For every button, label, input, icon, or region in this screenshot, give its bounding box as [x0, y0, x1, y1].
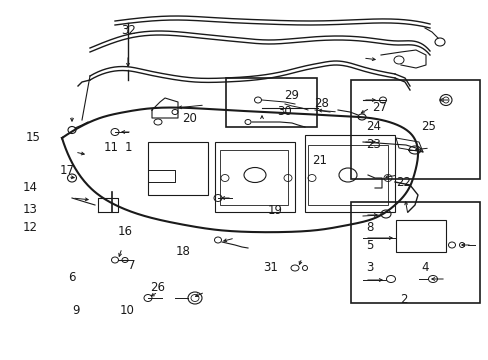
Text: 31: 31: [263, 261, 277, 274]
Text: 4: 4: [421, 261, 428, 274]
Text: 8: 8: [365, 221, 372, 234]
Text: 1: 1: [124, 141, 132, 154]
Text: 17: 17: [60, 164, 75, 177]
Text: 15: 15: [26, 131, 41, 144]
Text: 2: 2: [399, 293, 407, 306]
Text: 5: 5: [365, 239, 372, 252]
Text: 24: 24: [365, 120, 380, 133]
Text: 7: 7: [128, 259, 135, 272]
Text: 20: 20: [182, 112, 197, 125]
Text: 19: 19: [267, 204, 283, 217]
Text: 3: 3: [365, 261, 372, 274]
Text: 28: 28: [314, 97, 328, 110]
Text: 11: 11: [104, 141, 119, 154]
Text: 9: 9: [72, 304, 80, 317]
Text: 32: 32: [121, 24, 135, 37]
Text: 18: 18: [176, 245, 190, 258]
Bar: [225, 78, 316, 127]
Text: 25: 25: [421, 120, 435, 133]
Text: 23: 23: [365, 138, 380, 151]
Text: 16: 16: [117, 225, 132, 238]
Text: 26: 26: [150, 281, 164, 294]
Text: 6: 6: [68, 271, 76, 284]
Text: 27: 27: [372, 101, 387, 114]
Text: 21: 21: [311, 154, 326, 167]
Text: 30: 30: [276, 105, 291, 118]
Bar: [350, 80, 479, 179]
Bar: [395, 220, 445, 252]
Text: 13: 13: [23, 203, 38, 216]
Text: 29: 29: [284, 89, 299, 102]
Text: 12: 12: [23, 221, 38, 234]
Text: 10: 10: [120, 304, 134, 317]
Text: 22: 22: [395, 176, 410, 189]
Text: 14: 14: [23, 181, 38, 194]
Bar: [350, 202, 479, 303]
